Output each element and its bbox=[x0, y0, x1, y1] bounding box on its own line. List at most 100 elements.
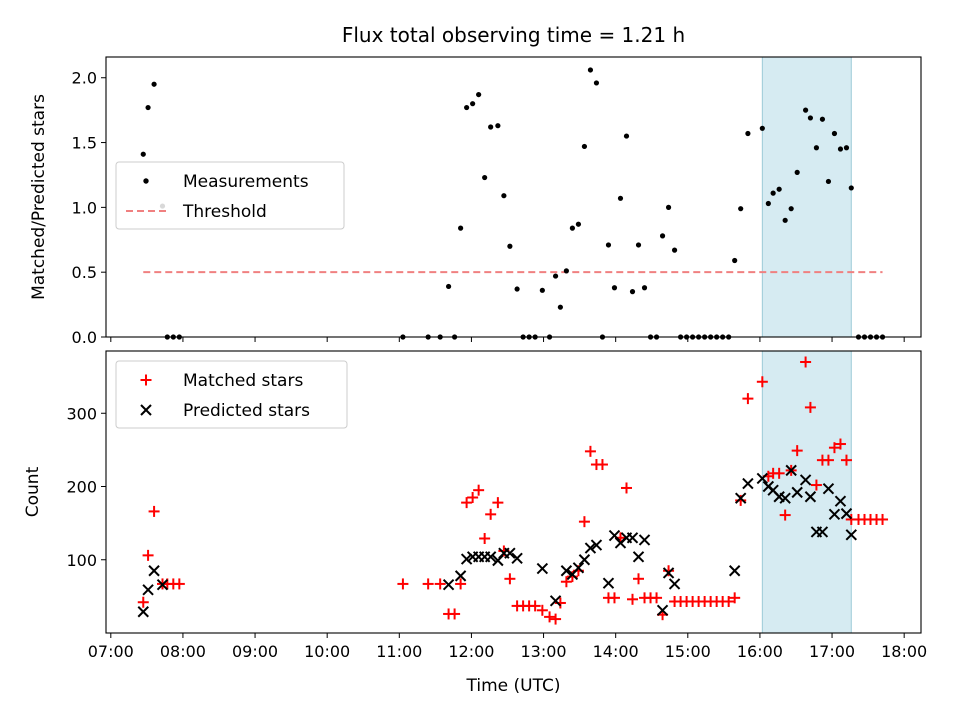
y-tick-label: 0.0 bbox=[72, 328, 97, 347]
matched-star-point bbox=[723, 596, 735, 608]
predicted-star-point bbox=[511, 552, 523, 564]
measurement-point bbox=[803, 107, 809, 113]
measurement-point bbox=[671, 247, 678, 253]
matched-star-point bbox=[473, 484, 485, 496]
measurement-point bbox=[611, 285, 618, 291]
x-stroke-b bbox=[834, 495, 847, 507]
measurement-point bbox=[629, 289, 636, 295]
measurement-point bbox=[605, 242, 612, 248]
y-axis-label: Matched/Predicted stars bbox=[29, 94, 49, 300]
x-tick-label: 08:00 bbox=[160, 642, 206, 661]
predicted-star-point bbox=[756, 472, 769, 485]
matched-star-point bbox=[627, 593, 639, 605]
y-ticks: 100 200 300 bbox=[66, 404, 106, 570]
chart-title: Flux total observing time = 1.21 h bbox=[342, 23, 685, 47]
legend: Matched stars Predicted stars bbox=[115, 360, 348, 429]
x-stroke-b bbox=[602, 577, 615, 589]
y-tick-label: 200 bbox=[66, 478, 97, 497]
x-tick-label: 14:00 bbox=[593, 642, 639, 661]
predicted-star-point bbox=[142, 584, 154, 596]
matched-star-point bbox=[822, 454, 834, 466]
predicted-star-point bbox=[504, 547, 516, 559]
matched-star-point bbox=[584, 445, 596, 457]
axes-frame bbox=[105, 56, 922, 338]
y-tick-label: 2.0 bbox=[72, 69, 97, 88]
x-tick-label: 16:00 bbox=[737, 642, 783, 661]
x-stroke-b bbox=[840, 507, 853, 520]
predicted-star-point bbox=[734, 492, 747, 504]
x-tick-label: 13:00 bbox=[520, 642, 566, 661]
x-tick-label: 07:00 bbox=[88, 642, 134, 661]
predicted-star-point bbox=[638, 534, 651, 546]
measurement-point bbox=[507, 243, 513, 249]
x-stroke-b bbox=[511, 552, 523, 564]
measurement-point bbox=[765, 200, 771, 207]
predicted-star-point bbox=[572, 562, 585, 574]
matched-star-point bbox=[608, 592, 620, 604]
predicted-star-point bbox=[804, 491, 817, 503]
x-stroke-b bbox=[779, 492, 791, 504]
x-stroke-b bbox=[626, 532, 639, 544]
measurement-point bbox=[843, 145, 850, 151]
matched-star-point bbox=[651, 592, 663, 604]
matched-star-point bbox=[810, 479, 822, 491]
measurement-point bbox=[140, 151, 146, 157]
x-stroke-b bbox=[767, 484, 779, 496]
matched-star-point bbox=[544, 611, 556, 623]
measurement-point bbox=[641, 285, 648, 291]
matched-star-point bbox=[620, 482, 632, 494]
measurement-point bbox=[794, 169, 800, 175]
matched-star-point bbox=[536, 604, 548, 616]
matched-star-point bbox=[173, 578, 185, 590]
measurement-point bbox=[470, 101, 476, 107]
predicted-star-point bbox=[602, 577, 615, 589]
axes-frame bbox=[105, 350, 922, 634]
measurement-point bbox=[587, 67, 594, 73]
measurement-point bbox=[759, 125, 765, 131]
legend-dot-marker bbox=[143, 178, 149, 184]
measurement-point bbox=[151, 81, 157, 87]
x-stroke-b bbox=[504, 547, 516, 559]
measurement-point bbox=[557, 304, 563, 310]
matched-star-point bbox=[492, 497, 504, 509]
x-stroke-b bbox=[460, 553, 473, 565]
predicted-star-point bbox=[549, 595, 562, 607]
x-stroke-b bbox=[549, 595, 562, 607]
matched-star-point bbox=[834, 438, 846, 450]
measurement-point bbox=[617, 195, 624, 201]
predicted-star-point bbox=[632, 551, 645, 563]
x-tick-label: 18:00 bbox=[881, 642, 927, 661]
y-tick-label: 0.5 bbox=[72, 263, 97, 282]
x-stroke-b bbox=[773, 491, 785, 503]
predicted-star-point bbox=[845, 529, 857, 541]
measurement-point bbox=[445, 283, 452, 290]
x-tick-label: 11:00 bbox=[376, 642, 422, 661]
predicted-star-point bbox=[791, 486, 803, 499]
measurement-point bbox=[659, 233, 666, 239]
predicted-star-point bbox=[728, 565, 741, 577]
measurement-point bbox=[665, 204, 672, 210]
matched-star-point bbox=[779, 509, 791, 521]
measurement-point bbox=[732, 257, 738, 264]
measurement-point bbox=[788, 206, 794, 212]
x-stroke-b bbox=[560, 565, 573, 577]
x-stroke-b bbox=[638, 534, 651, 546]
measurement-point bbox=[776, 186, 782, 192]
measurement-point bbox=[813, 145, 820, 151]
legend-label-matched: Matched stars bbox=[183, 371, 303, 391]
x-stroke-b bbox=[668, 578, 681, 590]
matched-star-point bbox=[791, 445, 803, 457]
x-stroke-b bbox=[728, 565, 741, 577]
matched-star-point bbox=[461, 497, 473, 509]
matched-star-point bbox=[742, 393, 754, 405]
matched-star-point bbox=[877, 513, 889, 525]
matched-star-point bbox=[566, 571, 578, 583]
measurement-point bbox=[464, 104, 470, 111]
predicted-star-point bbox=[799, 474, 812, 486]
matched-star-point bbox=[504, 573, 516, 585]
predicted-star-point bbox=[536, 562, 549, 575]
measurement-point bbox=[495, 123, 501, 129]
matched-star-point bbox=[828, 442, 840, 454]
measurement-point bbox=[569, 225, 576, 231]
